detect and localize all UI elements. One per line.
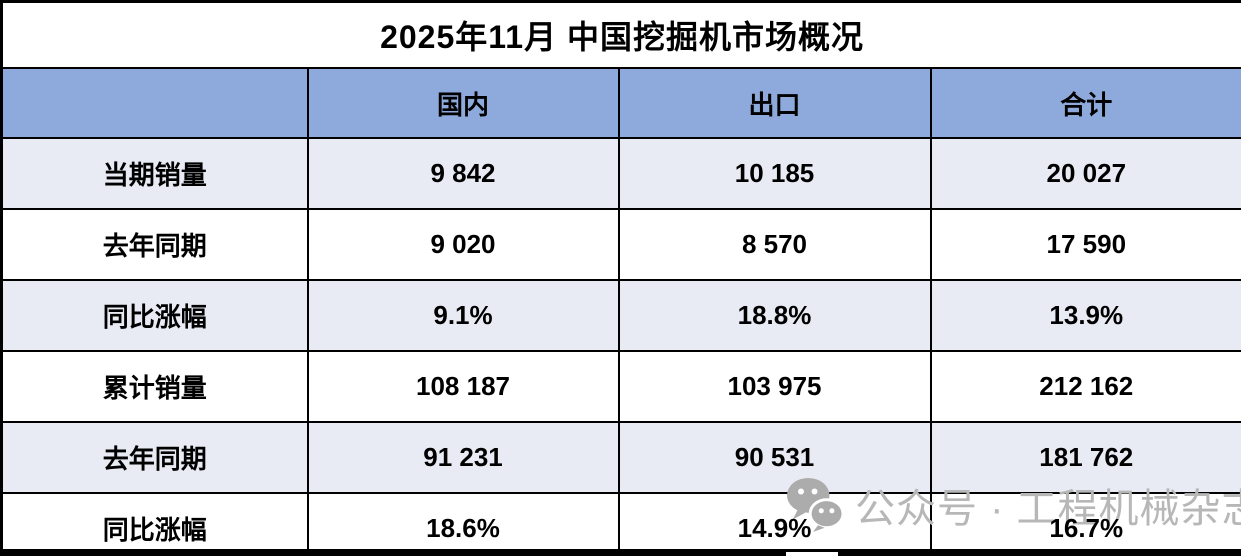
cell-total: 20 027 bbox=[929, 137, 1241, 210]
column-header-text: 出口 bbox=[748, 89, 801, 120]
row-label-cell: 当期销量 bbox=[0, 137, 309, 210]
cell-value: 9 842 bbox=[430, 158, 496, 188]
table-row-last-year-same-period: 去年同期 9 020 8 570 17 590 bbox=[0, 208, 1241, 281]
table-row-cumulative-sales: 累计销量 108 187 103 975 212 162 bbox=[0, 350, 1241, 423]
cell-value: 10 185 bbox=[734, 158, 815, 188]
table-row-cumulative-yoy-growth: 同比涨幅 18.6% 14.9% 16.7% bbox=[0, 492, 1241, 556]
cell-total: 181 762 bbox=[929, 421, 1241, 494]
cell-domestic: 91 231 bbox=[306, 421, 620, 494]
cell-value: 18.6% bbox=[426, 513, 500, 543]
row-label-cell: 去年同期 bbox=[0, 421, 309, 494]
column-header-text: 国内 bbox=[436, 89, 489, 120]
cell-value: 13.9% bbox=[1049, 300, 1124, 330]
cell-export: 90 531 bbox=[617, 421, 932, 494]
table-row-last-year-cumulative: 去年同期 91 231 90 531 181 762 bbox=[0, 421, 1241, 494]
bottom-border-bar bbox=[0, 549, 1241, 556]
cell-value: 18.8% bbox=[737, 300, 812, 330]
cell-domestic: 18.6% bbox=[306, 492, 620, 556]
bottom-border-notch bbox=[786, 552, 838, 556]
header-row: 国内 出口 合计 bbox=[0, 67, 1241, 139]
cell-value: 17 590 bbox=[1046, 229, 1127, 259]
row-label: 同比涨幅 bbox=[102, 302, 207, 332]
cell-value: 103 975 bbox=[727, 371, 822, 401]
cell-total: 17 590 bbox=[929, 208, 1241, 281]
row-label-cell: 累计销量 bbox=[0, 350, 309, 423]
cell-total: 13.9% bbox=[929, 279, 1241, 352]
cell-export: 14.9% bbox=[617, 492, 932, 556]
cell-domestic: 9 020 bbox=[306, 208, 620, 281]
cell-value: 9 020 bbox=[430, 229, 496, 259]
cell-export: 8 570 bbox=[617, 208, 932, 281]
corner-cell bbox=[0, 67, 309, 139]
column-header-domestic: 国内 bbox=[306, 67, 620, 139]
row-label-cell: 同比涨幅 bbox=[0, 492, 309, 556]
cell-value: 181 762 bbox=[1039, 442, 1134, 472]
title-row: 2025年11月 中国挖掘机市场概况 bbox=[0, 0, 1241, 69]
cell-value: 91 231 bbox=[423, 442, 503, 472]
row-label-cell: 同比涨幅 bbox=[0, 279, 309, 352]
row-label-cell: 去年同期 bbox=[0, 208, 309, 281]
cell-value: 90 531 bbox=[734, 442, 815, 472]
cell-total: 16.7% bbox=[929, 492, 1241, 556]
cell-total: 212 162 bbox=[929, 350, 1241, 423]
table-row-yoy-growth: 同比涨幅 9.1% 18.8% 13.9% bbox=[0, 279, 1241, 352]
row-label: 去年同期 bbox=[102, 444, 207, 474]
row-label: 累计销量 bbox=[102, 373, 207, 403]
cell-domestic: 9 842 bbox=[306, 137, 620, 210]
cell-domestic: 9.1% bbox=[306, 279, 620, 352]
cell-value: 20 027 bbox=[1046, 158, 1127, 188]
cell-value: 16.7% bbox=[1049, 513, 1124, 543]
cell-domestic: 108 187 bbox=[306, 350, 620, 423]
cell-value: 108 187 bbox=[416, 371, 510, 401]
row-label: 当期销量 bbox=[102, 160, 207, 190]
page-title-text: 2025年11月 中国挖掘机市场概况 bbox=[380, 19, 864, 55]
cell-export: 103 975 bbox=[617, 350, 932, 423]
table-row-current-sales: 当期销量 9 842 10 185 20 027 bbox=[0, 137, 1241, 210]
cell-export: 10 185 bbox=[617, 137, 932, 210]
page-title: 2025年11月 中国挖掘机市场概况 bbox=[0, 0, 1241, 69]
cell-value: 8 570 bbox=[741, 229, 808, 259]
row-label: 去年同期 bbox=[102, 231, 207, 261]
row-label: 同比涨幅 bbox=[102, 515, 207, 545]
cell-export: 18.8% bbox=[617, 279, 932, 352]
cell-value: 212 162 bbox=[1039, 371, 1134, 401]
cell-value: 9.1% bbox=[433, 300, 493, 330]
column-header-export: 出口 bbox=[617, 67, 932, 139]
cell-value: 14.9% bbox=[737, 513, 812, 543]
column-header-total: 合计 bbox=[929, 67, 1241, 139]
column-header-text: 合计 bbox=[1060, 89, 1113, 120]
